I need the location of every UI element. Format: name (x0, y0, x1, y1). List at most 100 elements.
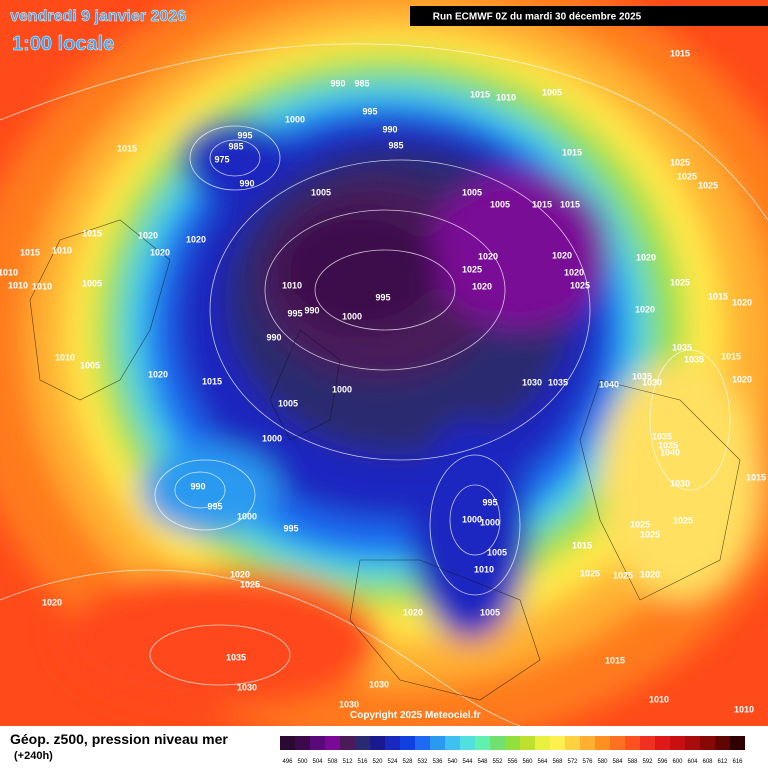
pressure-label: 995 (237, 130, 252, 140)
pressure-label: 985 (354, 78, 369, 88)
pressure-label: 1035 (658, 440, 678, 450)
run-info: Run ECMWF 0Z du mardi 30 décembre 2025 (433, 12, 642, 23)
pressure-label: 1030 (237, 682, 257, 692)
legend-label: 512 (342, 759, 353, 765)
pressure-label: 990 (382, 124, 397, 134)
legend-label: 608 (702, 759, 713, 765)
pressure-label: 1015 (532, 199, 552, 209)
pressure-label: 990 (330, 78, 345, 88)
pressure-label: 1020 (636, 252, 656, 262)
legend-label: 592 (642, 759, 653, 765)
pressure-label: 1000 (237, 511, 257, 521)
legend-swatch (595, 736, 610, 750)
legend-label: 580 (597, 759, 608, 765)
pressure-label: 1020 (42, 597, 62, 607)
pressure-label: 1030 (670, 478, 690, 488)
pressure-label: 1020 (564, 267, 584, 277)
legend-swatch (655, 736, 670, 750)
pressure-label: 1005 (487, 547, 507, 557)
legend-swatch (550, 736, 565, 750)
pressure-label: 1010 (0, 267, 18, 277)
pressure-label: 1025 (640, 529, 660, 539)
pressure-label: 1005 (278, 398, 298, 408)
pressure-label: 995 (283, 523, 298, 533)
pressure-label: 990 (239, 178, 254, 188)
pressure-label: 995 (375, 292, 390, 302)
pressure-label: 1010 (52, 245, 72, 255)
legend-label: 576 (582, 759, 593, 765)
legend-swatch (685, 736, 700, 750)
run-box (410, 6, 768, 26)
pressure-label: 990 (304, 305, 319, 315)
pressure-label: 1005 (80, 360, 100, 370)
legend-swatch (730, 736, 745, 750)
pressure-label: 1005 (480, 607, 500, 617)
pressure-label: 1025 (240, 579, 260, 589)
legend-swatch (610, 736, 625, 750)
legend-swatch (430, 736, 445, 750)
pressure-label: 1000 (462, 514, 482, 524)
pressure-label: 1000 (342, 311, 362, 321)
date: vendredi 9 janvier 2026 (10, 8, 186, 25)
pressure-label: 1025 (677, 171, 697, 181)
pressure-label: 995 (362, 106, 377, 116)
pressure-label: 1015 (605, 655, 625, 665)
pressure-label: 1025 (570, 280, 590, 290)
pressure-label: 1005 (462, 187, 482, 197)
local-time: 1:00 locale (12, 33, 114, 55)
legend-label: 524 (387, 759, 398, 765)
legend-label: 568 (552, 759, 563, 765)
pressure-label: 1015 (20, 247, 40, 257)
legend-label: 516 (357, 759, 368, 765)
pressure-label: 1005 (311, 187, 331, 197)
pressure-label: 1000 (262, 433, 282, 443)
legend-swatch (640, 736, 655, 750)
pressure-label: 975 (214, 154, 229, 164)
pressure-label: 1020 (148, 369, 168, 379)
legend-swatch (400, 736, 415, 750)
lead-time: (+240h) (14, 750, 53, 762)
legend-label: 596 (657, 759, 668, 765)
legend-swatch (520, 736, 535, 750)
pressure-label: 995 (207, 501, 222, 511)
pressure-label: 1030 (339, 699, 359, 709)
pressure-label: 1025 (698, 180, 718, 190)
pressure-label: 1010 (496, 92, 516, 102)
pressure-label: 1020 (186, 234, 206, 244)
legend: 496 500 504 508 512 516 520 524 528 532 536 540 544 5… (280, 736, 745, 765)
legend-swatch (445, 736, 460, 750)
legend-label: 552 (492, 759, 503, 765)
pressure-label: 1005 (490, 199, 510, 209)
pressure-label: 1020 (552, 250, 572, 260)
pressure-label: 1035 (548, 377, 568, 387)
pressure-label: 1005 (542, 87, 562, 97)
pressure-label: 1040 (660, 447, 680, 457)
pressure-label: 1010 (474, 564, 494, 574)
pressure-label: 1020 (472, 281, 492, 291)
pressure-label: 995 (287, 308, 302, 318)
legend-label: 528 (402, 759, 413, 765)
legend-swatch (715, 736, 730, 750)
pressure-label: 1000 (332, 384, 352, 394)
legend-label: 572 (567, 759, 578, 765)
pressure-label: 1030 (369, 679, 389, 689)
pressure-label: 985 (388, 140, 403, 150)
pressure-label: 1020 (150, 247, 170, 257)
pressure-label: 1015 (670, 48, 690, 58)
legend-swatch (310, 736, 325, 750)
legend-swatch (340, 736, 355, 750)
pressure-label: 1025 (670, 157, 690, 167)
pressure-label: 1035 (632, 371, 652, 381)
pressure-label: 1020 (732, 374, 752, 384)
pressure-label: 1020 (732, 297, 752, 307)
legend-swatch (355, 736, 370, 750)
pressure-label: 1015 (708, 291, 728, 301)
pressure-label: 1020 (138, 230, 158, 240)
legend-swatch (490, 736, 505, 750)
legend-label: 564 (537, 759, 548, 765)
pressure-label: 1025 (580, 568, 600, 578)
pressure-label: 1035 (672, 342, 692, 352)
